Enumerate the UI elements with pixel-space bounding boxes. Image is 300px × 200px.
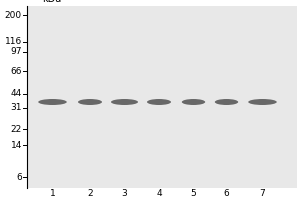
Ellipse shape xyxy=(38,99,67,105)
Text: 2: 2 xyxy=(87,189,93,198)
Text: 200: 200 xyxy=(5,10,22,20)
Text: 1: 1 xyxy=(50,189,56,198)
Text: 7: 7 xyxy=(260,189,266,198)
Text: 44: 44 xyxy=(11,90,22,98)
Text: 66: 66 xyxy=(11,66,22,75)
Ellipse shape xyxy=(78,99,102,105)
FancyBboxPatch shape xyxy=(27,6,297,188)
Text: 97: 97 xyxy=(11,47,22,56)
Text: 6: 6 xyxy=(16,172,22,182)
Text: kDa: kDa xyxy=(42,0,61,4)
Text: 22: 22 xyxy=(11,124,22,134)
Ellipse shape xyxy=(248,99,277,105)
Text: 6: 6 xyxy=(224,189,230,198)
Ellipse shape xyxy=(111,99,138,105)
Text: 14: 14 xyxy=(11,140,22,149)
Text: 4: 4 xyxy=(156,189,162,198)
Text: 31: 31 xyxy=(11,104,22,112)
Ellipse shape xyxy=(147,99,171,105)
Text: 5: 5 xyxy=(190,189,196,198)
Ellipse shape xyxy=(182,99,205,105)
Text: 116: 116 xyxy=(4,38,22,46)
Ellipse shape xyxy=(215,99,238,105)
Text: 3: 3 xyxy=(122,189,128,198)
